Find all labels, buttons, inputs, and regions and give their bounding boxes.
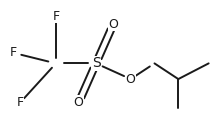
Text: O: O (74, 96, 84, 109)
Text: O: O (126, 73, 136, 86)
Text: F: F (17, 96, 24, 109)
Text: O: O (108, 18, 118, 31)
Text: F: F (52, 10, 60, 23)
Text: S: S (92, 56, 100, 70)
Text: F: F (10, 46, 17, 59)
